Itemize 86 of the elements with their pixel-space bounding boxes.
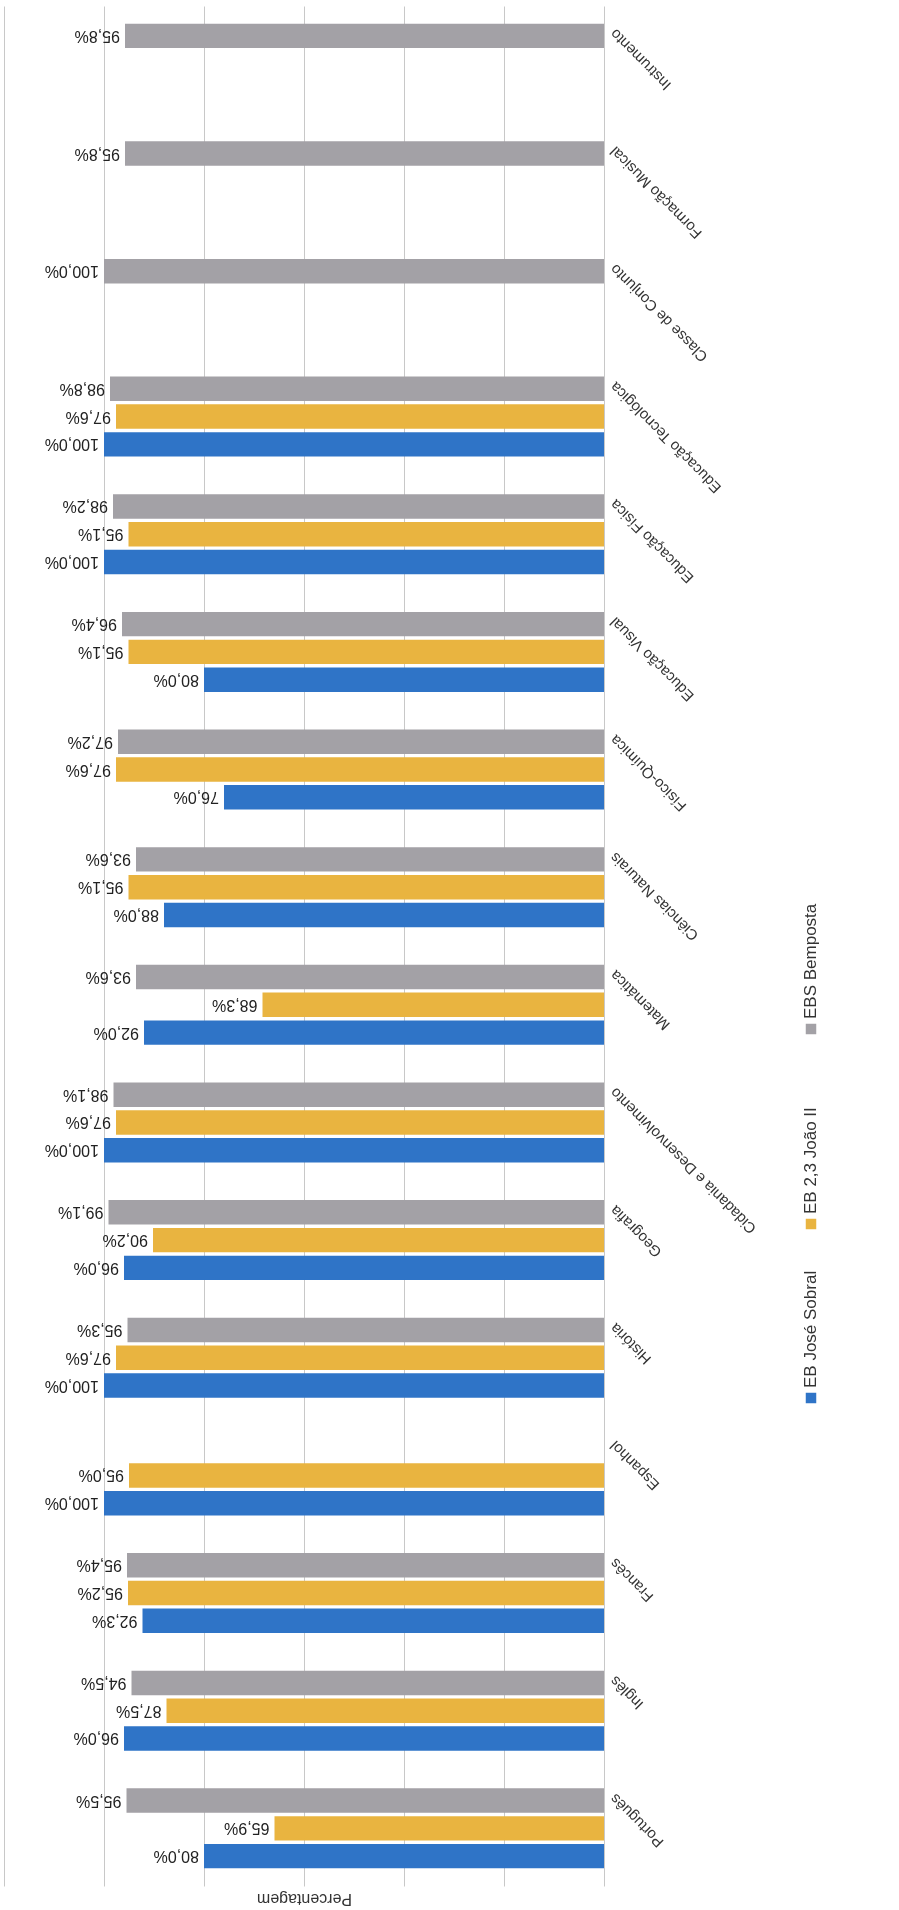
text: EBS Bemposta (801, 903, 820, 1019)
data-label: 98,8% (59, 380, 105, 398)
data-label: 96,0% (73, 1259, 119, 1277)
data-label: 95,4% (76, 1557, 122, 1575)
data-label: 97,6% (65, 1349, 111, 1367)
data-label: 94,5% (81, 1674, 127, 1692)
bar (153, 1227, 604, 1253)
bar (128, 522, 604, 547)
data-label: 95,8% (74, 27, 120, 45)
bar (104, 1138, 604, 1163)
bar (164, 902, 604, 928)
data-label: 93,6% (85, 851, 131, 869)
bar (110, 376, 604, 402)
bar (129, 1463, 604, 1488)
data-label: 80,0% (153, 1848, 199, 1866)
bar (274, 1816, 604, 1841)
bar (262, 992, 604, 1018)
data-label: 76,0% (173, 789, 219, 807)
data-label: 95,2% (77, 1585, 123, 1603)
data-label: 92,3% (92, 1612, 138, 1630)
data-label: 97,6% (65, 1114, 111, 1132)
bar (126, 1788, 604, 1813)
bar (116, 757, 604, 782)
data-label: 100,0% (44, 263, 99, 281)
bar (125, 141, 604, 166)
data-label: 92,0% (93, 1024, 139, 1042)
bar (104, 1490, 604, 1516)
x-axis-title: Percentagem (256, 1890, 353, 1908)
data-label: 87,5% (116, 1702, 162, 1720)
bar (104, 258, 604, 284)
data-label: 88,0% (113, 906, 159, 924)
bar (128, 874, 604, 900)
data-label: 99,1% (58, 1204, 104, 1222)
data-label: 95,8% (74, 145, 120, 163)
bar (166, 1698, 604, 1723)
bar (136, 964, 604, 990)
data-label: 97,6% (65, 408, 111, 426)
bar (128, 639, 604, 665)
data-label: 100,0% (44, 1377, 99, 1395)
bar (113, 1082, 604, 1107)
data-label: 97,2% (67, 733, 113, 751)
bar (131, 1670, 604, 1696)
bar (128, 1580, 604, 1606)
data-label: 95,1% (78, 526, 124, 544)
bar (104, 549, 604, 575)
data-label: 65,9% (224, 1820, 270, 1838)
bar (104, 432, 604, 457)
data-label: 95,1% (78, 879, 124, 897)
bar (142, 1608, 604, 1634)
bar (224, 785, 604, 810)
data-label: 95,0% (78, 1467, 124, 1485)
bar (204, 1843, 604, 1869)
bar (116, 1345, 604, 1370)
bar (125, 23, 604, 49)
bar (127, 1553, 604, 1578)
bar (204, 667, 604, 692)
data-label: 98,1% (63, 1086, 109, 1104)
data-label: 100,0% (44, 1142, 99, 1160)
data-label: 100,0% (44, 436, 99, 454)
data-label: 95,5% (76, 1792, 122, 1810)
bar (124, 1726, 604, 1751)
text: EB José Sobral (801, 1270, 820, 1388)
bar (113, 494, 604, 519)
bar (127, 1317, 604, 1343)
bar (108, 1200, 604, 1225)
data-label: 100,0% (44, 1495, 99, 1513)
bar (116, 1110, 604, 1135)
bar (122, 611, 604, 637)
bar (116, 404, 604, 429)
data-label: 100,0% (44, 554, 99, 572)
data-label: 95,3% (77, 1321, 123, 1339)
data-label: 95,1% (78, 643, 124, 661)
data-label: 97,6% (65, 761, 111, 779)
text: EB 2,3 João II (801, 1107, 820, 1214)
data-label: 96,4% (71, 616, 117, 634)
bar (104, 1373, 604, 1398)
bar (136, 847, 604, 872)
data-label: 96,0% (73, 1730, 119, 1748)
bar (124, 1255, 604, 1281)
bar (144, 1020, 604, 1045)
bar (118, 729, 604, 754)
data-label: 80,0% (153, 671, 199, 689)
data-label: 90,2% (102, 1232, 148, 1250)
data-label: 98,2% (62, 498, 108, 516)
data-label: 68,3% (212, 996, 258, 1014)
data-label: 93,6% (85, 969, 131, 987)
